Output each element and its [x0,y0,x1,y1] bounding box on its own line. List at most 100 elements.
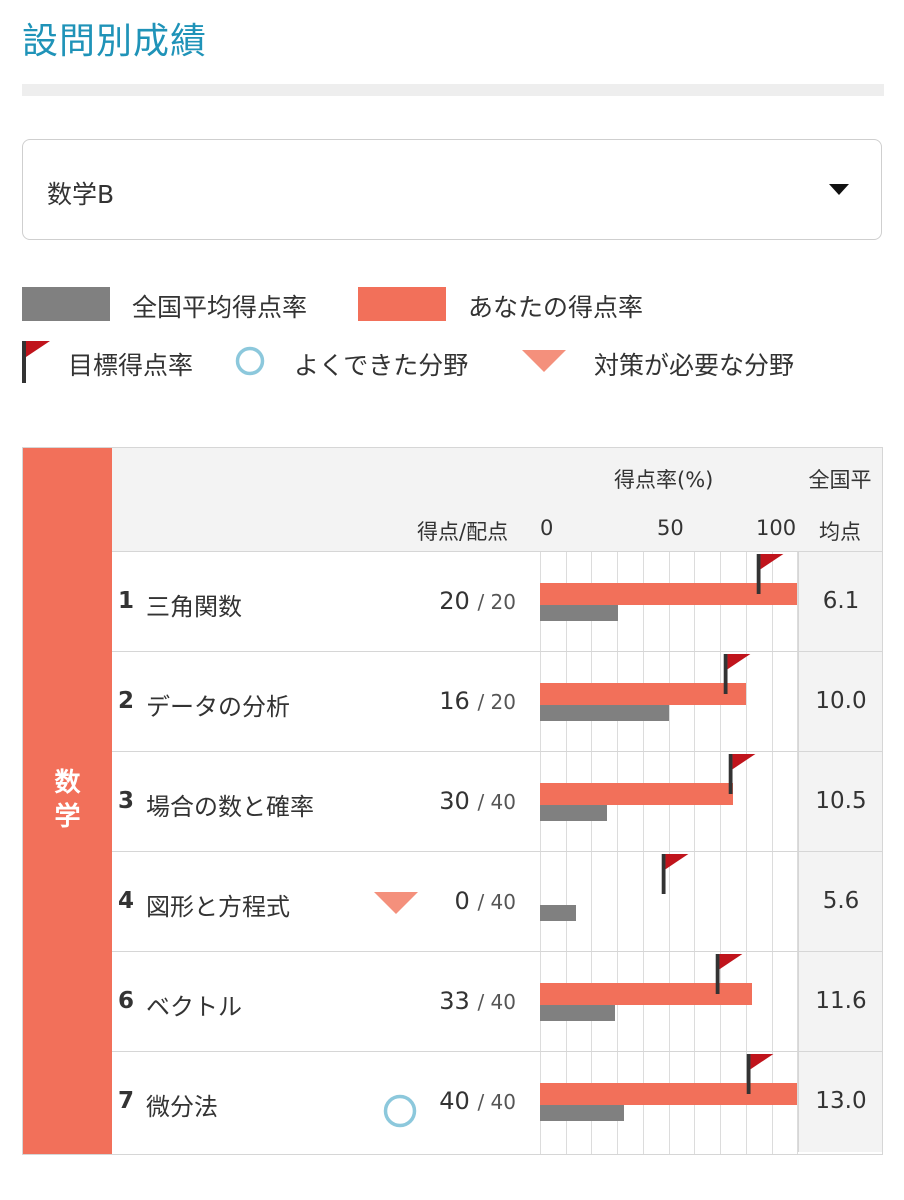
grid-line [797,552,798,1154]
grid-line [591,552,592,1154]
grid-line [772,552,773,1154]
table-row[interactable]: 6 ベクトル 33 / 40 11.6 [112,951,882,1052]
row-score: 0 / 40 [412,887,516,915]
row-score-max: / 40 [477,790,516,814]
table-row[interactable]: 2 データの分析 16 / 20 10.0 [112,651,882,752]
row-avg: 10.0 [815,688,867,714]
table-row[interactable]: 4 図形と方程式 0 / 40 5.6 [112,851,882,952]
subject-label: 数学 [23,766,112,834]
row-score: 20 / 20 [412,587,516,615]
row-avg-cell: 11.6 [798,952,882,1052]
target-flag-icon [746,1054,774,1094]
row-score-value: 33 [439,987,470,1015]
legend-target: 目標得点率 [68,351,194,380]
bar-grid [540,552,798,1154]
target-flag-icon [715,954,743,994]
your-rate-bar [540,683,746,705]
row-score: 30 / 40 [412,787,516,815]
row-avg: 11.6 [815,988,867,1014]
row-avg-cell: 6.1 [798,552,882,652]
tick-100: 100 [756,516,797,540]
row-avg: 10.5 [815,788,867,814]
legend-national-avg: 全国平均得点率 [132,293,308,322]
row-score: 16 / 20 [412,687,516,715]
your-rate-bar [540,1083,797,1105]
your-rate-bar [540,583,797,605]
row-topic: 場合の数と確率 [146,793,314,821]
triangle-down-icon [522,350,566,372]
avg-header-line1: 全国平 [808,468,872,492]
national-avg-bar [540,1105,624,1121]
row-topic: 微分法 [146,1093,218,1121]
national-avg-bar [540,705,669,721]
score-header: 得点/配点 [417,520,509,544]
row-score-value: 40 [439,1087,470,1115]
national-avg-bar [540,905,576,921]
national-avg-bar [540,605,618,621]
grid-line [540,552,541,1154]
row-avg: 5.6 [822,888,860,914]
row-score-value: 20 [439,587,470,615]
row-number: 6 [118,988,135,1014]
legend-swatch-national-avg [22,287,110,321]
row-topic: ベクトル [146,993,242,1021]
row-number: 2 [118,688,135,714]
row-score-max: / 40 [477,1090,516,1114]
your-rate-bar [540,783,733,805]
row-score: 33 / 40 [412,987,516,1015]
national-avg-bar [540,805,607,821]
national-avg-bar [540,1005,615,1021]
row-score: 40 / 40 [412,1087,516,1115]
row-score-max: / 40 [477,890,516,914]
row-avg: 6.1 [822,588,860,614]
subject-label-text: 数学 [54,768,81,832]
target-flag-icon [723,654,751,694]
grid-line [566,552,567,1154]
row-number: 4 [118,888,135,914]
subject-band: 数学 [23,448,112,1154]
row-topic: 図形と方程式 [146,893,290,921]
row-score-max: / 20 [477,590,516,614]
grid-line [746,552,747,1154]
row-avg-cell: 13.0 [798,1052,882,1152]
good-circle-icon [383,1094,417,1128]
legend-your-rate: あなたの得点率 [468,293,644,322]
grid-line [617,552,618,1154]
target-flag-icon [661,854,689,894]
row-avg-cell: 5.6 [798,852,882,952]
title-divider [22,84,884,96]
target-flag-icon [728,754,756,794]
table-header: 得点率(%) 全国平 得点/配点 0 50 100 均点 [112,448,882,552]
subject-select-value: 数学B [47,180,115,209]
row-number: 3 [118,788,135,814]
row-score-max: / 20 [477,690,516,714]
grid-line [643,552,644,1154]
needs-work-icon [374,892,418,914]
row-score-value: 16 [439,687,470,715]
your-rate-bar [540,983,752,1005]
row-number: 7 [118,1088,135,1114]
page-title: 設問別成績 [22,21,208,62]
rate-header: 得点率(%) [614,468,714,492]
row-topic: データの分析 [146,693,290,721]
legend-good: よくできた分野 [294,351,469,380]
target-flag-icon [756,554,784,594]
row-number: 1 [118,588,135,614]
row-score-value: 30 [439,787,470,815]
row-score-max: / 40 [477,990,516,1014]
row-topic: 三角関数 [146,593,242,621]
table-row[interactable]: 3 場合の数と確率 30 / 40 10.5 [112,751,882,852]
table-row[interactable]: 7 微分法 40 / 40 13.0 [112,1051,882,1152]
subject-select[interactable]: 数学B [22,139,882,240]
chevron-down-icon[interactable] [829,184,849,195]
legend-needs-work: 対策が必要な分野 [594,351,795,380]
tick-0: 0 [540,516,554,540]
row-score-value: 0 [454,887,470,915]
table-row[interactable]: 1 三角関数 20 / 20 6.1 [112,551,882,652]
row-avg: 13.0 [815,1088,867,1114]
flag-icon [22,341,50,383]
circle-icon [235,346,265,376]
row-avg-cell: 10.5 [798,752,882,852]
grid-line [694,552,695,1154]
grid-line [669,552,670,1154]
